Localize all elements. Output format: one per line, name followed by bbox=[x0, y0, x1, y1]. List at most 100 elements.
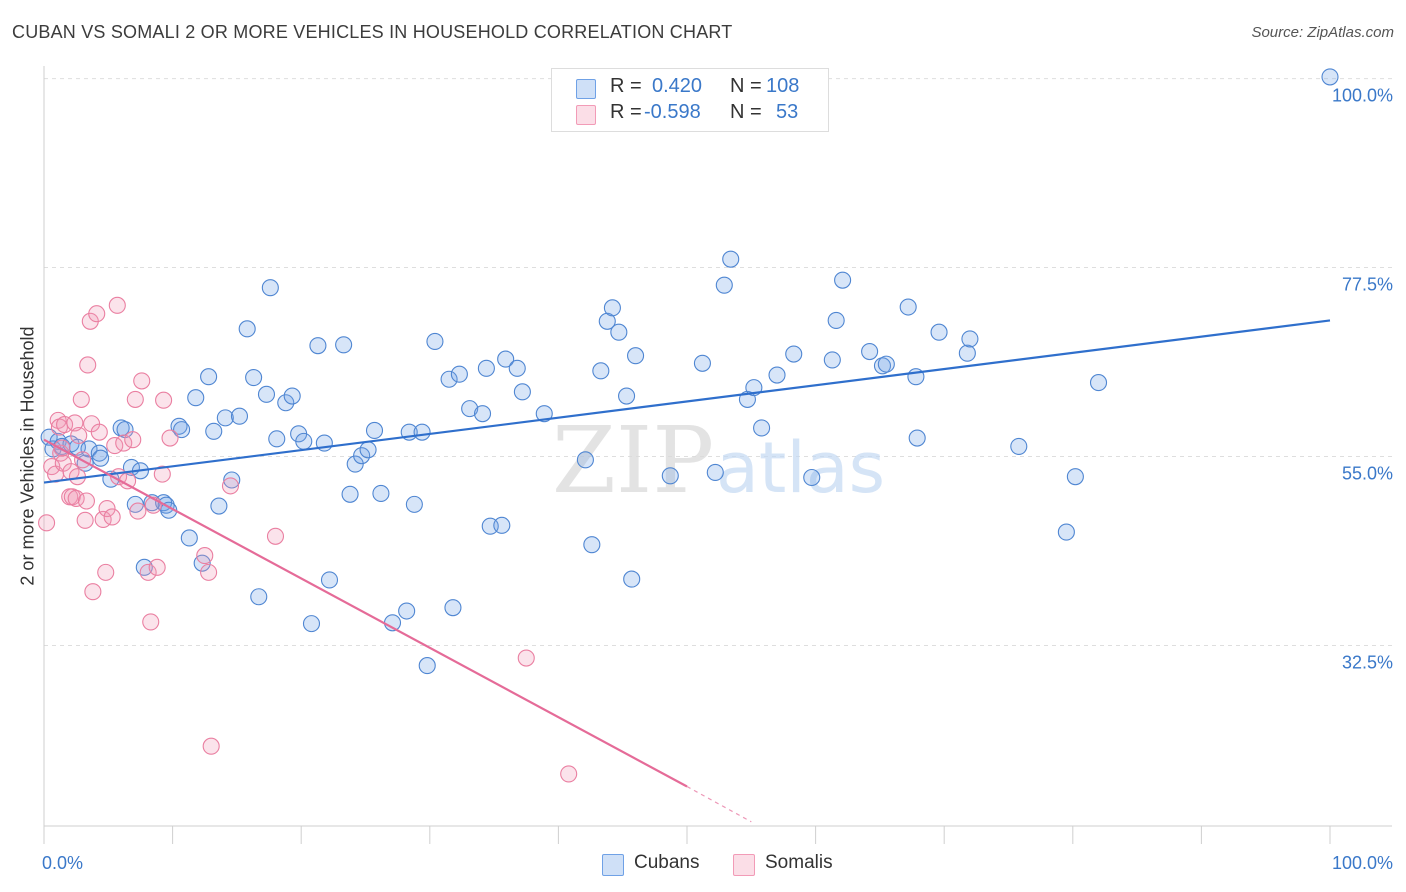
data-point bbox=[84, 583, 102, 601]
data-point bbox=[398, 602, 416, 620]
data-point bbox=[413, 423, 431, 441]
data-point bbox=[126, 495, 144, 513]
data-point bbox=[908, 429, 926, 447]
legend-swatch-somalis bbox=[576, 105, 596, 125]
data-point bbox=[583, 536, 601, 554]
data-point bbox=[930, 323, 948, 341]
legend-r-label: R = bbox=[610, 75, 642, 97]
data-point bbox=[139, 563, 157, 581]
data-point bbox=[877, 355, 895, 373]
data-point bbox=[1089, 374, 1108, 392]
data-point bbox=[72, 390, 90, 408]
data-point bbox=[497, 350, 515, 368]
bottom-legend-swatch-cubans bbox=[602, 854, 624, 876]
data-point bbox=[196, 547, 214, 565]
watermark-atlas: atlas bbox=[716, 427, 885, 509]
data-point bbox=[38, 514, 56, 532]
axes bbox=[43, 66, 1392, 844]
data-point bbox=[115, 434, 133, 452]
data-point bbox=[148, 558, 166, 576]
data-point bbox=[1010, 437, 1028, 455]
data-point bbox=[302, 615, 321, 633]
data-point bbox=[283, 387, 301, 405]
data-point bbox=[187, 389, 205, 407]
data-point bbox=[66, 414, 84, 432]
data-point bbox=[295, 432, 313, 450]
trend-line bbox=[43, 319, 1331, 484]
data-point bbox=[124, 431, 142, 449]
data-point bbox=[477, 359, 495, 377]
data-point bbox=[250, 588, 268, 606]
data-point bbox=[277, 394, 295, 412]
data-point bbox=[899, 298, 917, 316]
data-point bbox=[785, 345, 803, 363]
data-point bbox=[202, 737, 220, 755]
data-point bbox=[210, 497, 228, 515]
data-point bbox=[444, 599, 462, 617]
y-tick-label: 32.5% bbox=[1342, 652, 1393, 672]
data-point bbox=[67, 489, 85, 508]
watermark: ZIP atlas bbox=[552, 407, 885, 514]
data-point bbox=[592, 362, 610, 380]
data-point bbox=[92, 449, 110, 467]
tick-labels: 100.0% 77.5% 55.0% 32.5% 0.0% 100.0% bbox=[42, 86, 1393, 873]
data-point bbox=[610, 323, 628, 341]
data-point bbox=[627, 347, 645, 365]
data-point bbox=[103, 508, 121, 526]
legend-n-label: N = bbox=[730, 75, 762, 97]
series-cubans-points bbox=[40, 68, 1339, 675]
trend-lines bbox=[43, 319, 1331, 823]
bottom-legend-label-cubans: Cubans bbox=[634, 852, 700, 873]
data-point bbox=[440, 370, 458, 388]
data-point bbox=[238, 320, 256, 338]
data-point bbox=[266, 527, 285, 545]
data-point bbox=[359, 441, 377, 459]
chart-title: CUBAN VS SOMALI 2 OR MORE VEHICLES IN HO… bbox=[12, 22, 733, 42]
data-point bbox=[257, 385, 276, 403]
legend-n-value: 53 bbox=[776, 101, 799, 123]
data-point bbox=[77, 492, 95, 510]
bottom-legend-swatch-somalis bbox=[733, 854, 755, 876]
source-credit: Source: ZipAtlas.com bbox=[1251, 24, 1394, 41]
data-point bbox=[205, 422, 223, 440]
data-point bbox=[961, 330, 979, 348]
trend-line-extension bbox=[686, 786, 752, 823]
data-point bbox=[200, 368, 218, 386]
data-point bbox=[341, 485, 359, 503]
data-point bbox=[221, 477, 240, 495]
data-point bbox=[1057, 523, 1075, 541]
data-point bbox=[155, 391, 173, 409]
legend-swatch-cubans bbox=[576, 79, 596, 99]
data-point bbox=[97, 563, 115, 581]
data-point bbox=[126, 390, 144, 408]
x-tick-label: 0.0% bbox=[42, 853, 83, 873]
data-point bbox=[223, 471, 241, 489]
data-point bbox=[142, 613, 160, 631]
data-point bbox=[88, 305, 106, 323]
data-point bbox=[161, 429, 179, 447]
data-point bbox=[722, 250, 740, 268]
data-point bbox=[834, 271, 852, 289]
data-point bbox=[576, 451, 594, 469]
data-point bbox=[98, 500, 116, 518]
data-point bbox=[618, 387, 636, 405]
data-point bbox=[803, 468, 821, 487]
data-point bbox=[365, 421, 384, 440]
data-point bbox=[823, 351, 841, 369]
data-point bbox=[715, 276, 733, 294]
data-point bbox=[320, 571, 339, 589]
y-tick-label: 77.5% bbox=[1342, 275, 1393, 295]
data-point bbox=[508, 359, 526, 377]
legend-r-value: -0.598 bbox=[644, 101, 701, 123]
data-point bbox=[90, 423, 108, 441]
data-point bbox=[268, 430, 286, 448]
data-point bbox=[1321, 68, 1339, 86]
data-point bbox=[535, 405, 553, 423]
series-somalis-points bbox=[38, 296, 578, 783]
data-point bbox=[133, 372, 151, 390]
grid-lines bbox=[44, 78, 1392, 646]
legend-n-label: N = bbox=[730, 101, 762, 123]
watermark-zip: ZIP bbox=[552, 407, 714, 514]
legend-n-value: 108 bbox=[766, 75, 800, 97]
